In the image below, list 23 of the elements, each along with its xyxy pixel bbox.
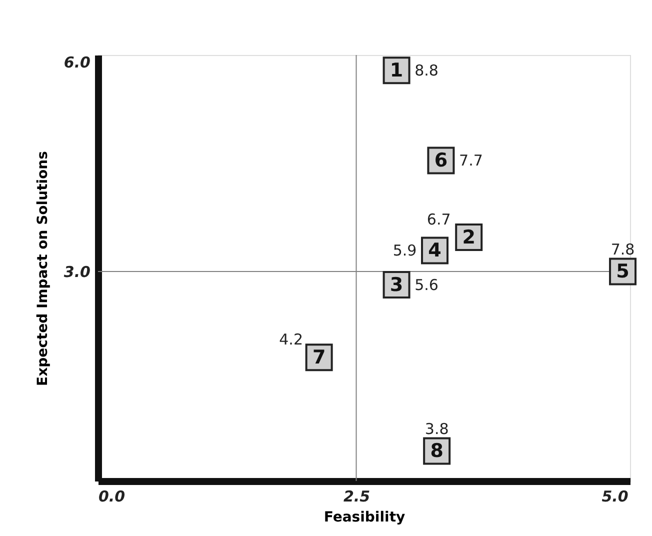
annotation: 7.7	[459, 151, 483, 170]
series-label: 1	[390, 59, 404, 82]
y-axis-title: Expected Impact on Solutions	[34, 151, 51, 386]
x-tick-label: 0.0	[98, 488, 126, 506]
annotation: 7.8	[610, 240, 635, 258]
y-tick-label: 3.0	[64, 262, 90, 281]
annotation: 5.9	[392, 242, 417, 260]
annotation: 8.8	[414, 61, 438, 80]
annotation: 6.7	[426, 210, 451, 228]
series-label: 4	[428, 240, 442, 262]
x-tick-label: 5.0	[602, 488, 628, 506]
annotation: 3.8	[424, 420, 449, 438]
series-label: 5	[616, 260, 630, 282]
series-label: 7	[312, 346, 326, 368]
series-label: 3	[390, 274, 404, 296]
x-tick-label: 2.5	[343, 488, 370, 506]
x-axis-title: Feasibility	[324, 510, 406, 526]
series-label: 8	[430, 440, 444, 462]
annotation: 5.6	[414, 276, 438, 294]
y-tick-label: 6.0	[64, 53, 90, 72]
series-label: 2	[462, 226, 476, 248]
annotation: 4.2	[279, 330, 303, 348]
series-label: 6	[434, 149, 448, 172]
